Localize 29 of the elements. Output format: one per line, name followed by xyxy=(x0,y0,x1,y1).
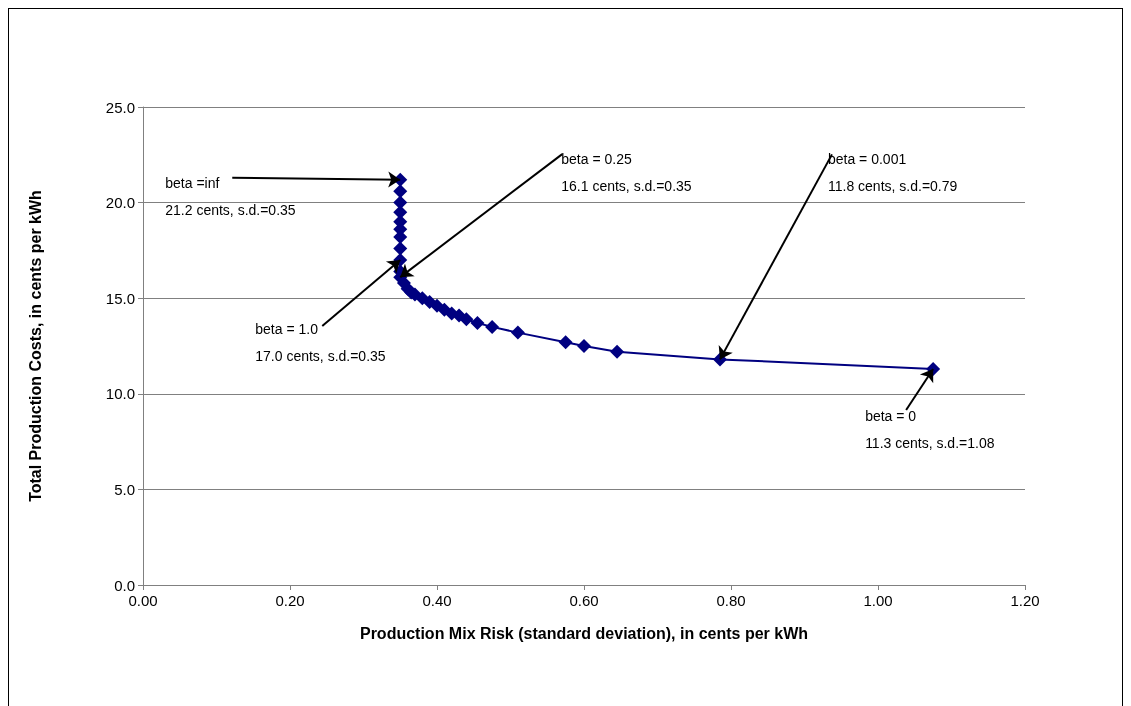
point xyxy=(510,325,525,340)
y-tick-label: 25.0 xyxy=(105,98,135,116)
y-tick-label: 0.0 xyxy=(114,576,135,594)
annotation: beta = 1.0 17.0 cents, s.d.=0.35 xyxy=(255,321,386,365)
x-tick-label: 0.20 xyxy=(275,592,305,609)
y-tick-label: 10.0 xyxy=(105,385,135,403)
point xyxy=(393,241,408,256)
y-tick-label: 20.0 xyxy=(105,194,135,212)
point xyxy=(485,319,500,334)
x-tick-label: 1.20 xyxy=(1010,592,1040,609)
point xyxy=(577,339,591,353)
point xyxy=(459,312,474,327)
x-tick-label: 1.00 xyxy=(863,592,893,609)
annotation: beta = 0.001 11.8 cents, s.d.=0.79 xyxy=(827,150,958,194)
annotation: beta =inf 21.2 cents, s.d.=0.35 xyxy=(165,175,296,219)
annotation: beta = 0 11.3 cents, s.d.=1.08 xyxy=(865,408,995,452)
point xyxy=(393,184,408,199)
x-axis-title: Production Mix Risk (standard deviation), in cents per kWh xyxy=(359,624,809,642)
y-tick-label: 15.0 xyxy=(105,289,135,307)
point xyxy=(558,335,573,350)
point xyxy=(470,316,485,331)
x-tick-label: 0.00 xyxy=(128,592,158,609)
x-tick-label: 0.60 xyxy=(569,592,599,609)
y-axis-title: Total Production Costs, in cents per kWh xyxy=(26,190,44,502)
annotation: beta = 0.25 16.1 cents, s.d.=0.35 xyxy=(561,150,692,194)
x-tick-label: 0.80 xyxy=(716,592,746,609)
x-tick-label: 0.40 xyxy=(422,592,452,609)
y-tick-label: 5.0 xyxy=(114,480,135,498)
point xyxy=(610,344,625,359)
